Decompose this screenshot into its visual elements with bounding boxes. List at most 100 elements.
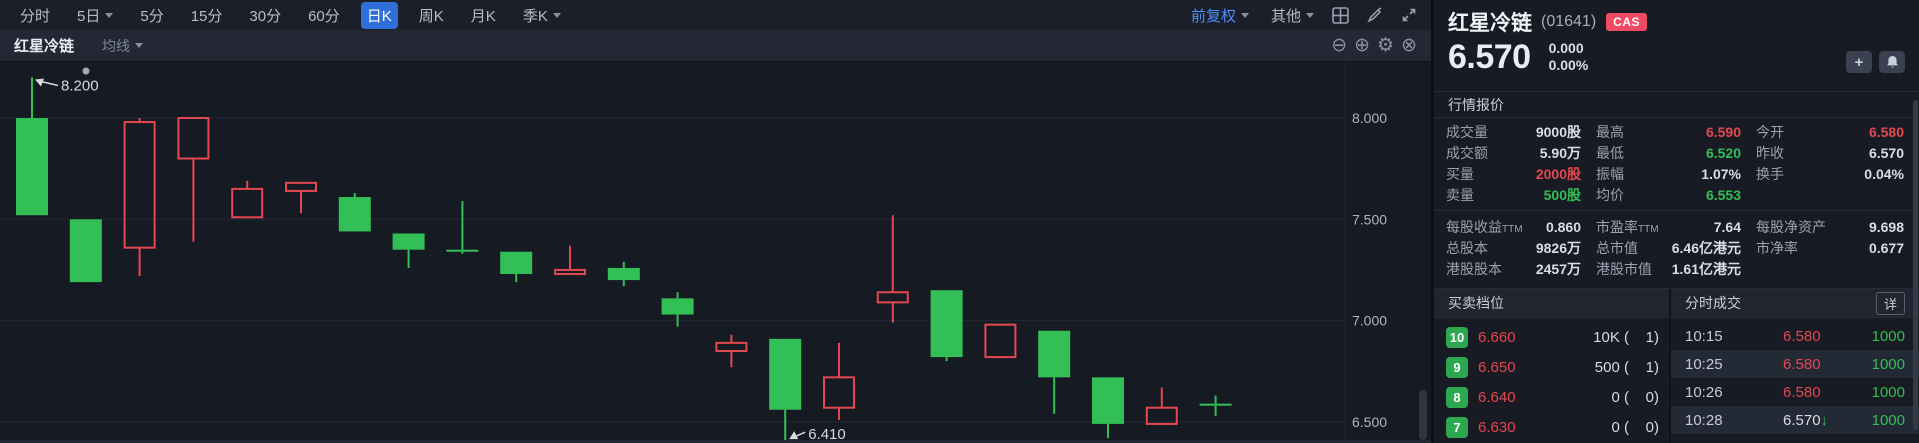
grid-layout-icon[interactable] [1332,6,1349,24]
other-label: 其他 [1270,7,1301,25]
tab-label: 15分 [190,7,223,25]
ma-indicator-dropdown[interactable]: 均线 [102,36,144,56]
zoom-out-icon[interactable]: ⊖ [1331,35,1348,56]
quote-label: 买量 [1446,165,1474,182]
tab-label: 5日 [77,7,101,25]
close-chart-icon[interactable]: ⊗ [1401,35,1417,56]
trade-row[interactable]: 10:26 6.580 1000 [1671,378,1919,406]
chart-controls: ⊖ ⊕ ⚙ ⊗ [1331,36,1417,55]
quote-row: 每股收益TTM 0.860 市盈率TTM 7.64 每股净资产 9.698 [1434,216,1919,237]
quote-label: 成交量 [1446,123,1488,140]
quote-cell: 均价 6.553 [1584,185,1744,205]
orderbook-row[interactable]: 7 6.630 0 ( 0) [1434,412,1669,442]
candlestick-canvas[interactable]: 8.000 7.500 7.000 6.500 8.200 6.410 [0,62,1431,443]
add-to-watchlist-button[interactable]: + [1846,51,1872,73]
candle-body-down [500,251,533,275]
toolbar-right: 前复权 其他 [1169,5,1417,26]
price-alert-button[interactable] [1879,51,1905,73]
orderbook-list[interactable]: 10 6.660 10K ( 1) 9 6.650 500 ( 1) 8 6.640 0 ( 0… [1434,318,1671,443]
tab-5日[interactable]: 5日 [71,2,119,29]
trade-row[interactable]: 10:28 6.570↓ 1000 [1671,406,1919,434]
trade-volume: 1000 [1871,383,1905,401]
orderbook-row[interactable]: 9 6.650 500 ( 1) [1434,352,1669,382]
orderbook-title: 买卖档位 [1434,289,1671,317]
quote-panel: 红星冷链 (01641) CAS 6.570 0.000 0.00% + 行情报… [1431,0,1919,443]
chevron-down-icon [1240,12,1249,18]
quote-cell: 港股市值 1.61亿港元 [1584,259,1744,279]
trade-row[interactable]: 10:15 6.580 1000 [1671,322,1919,350]
quote-label: 振幅 [1596,165,1624,182]
chevron-down-icon [552,12,561,18]
quote-value: 2457万 [1535,260,1581,277]
quote-value: 6.580 [1868,123,1904,140]
down-arrow-icon: ↓ [1820,411,1829,429]
quote-value: 6.590 [1705,123,1741,140]
tab-label: 5分 [140,7,164,25]
fullscreen-icon[interactable] [1401,7,1417,23]
candle-body-down [607,267,640,281]
tab-30分[interactable]: 30分 [243,2,287,29]
candle-body-down [769,338,802,410]
quote-row: 卖量 500股 均价 6.553 [1434,184,1919,205]
orderbook-row[interactable]: 8 6.640 0 ( 0) [1434,382,1669,412]
trade-volume: 1000 [1871,355,1905,373]
quote-value: 500股 [1543,186,1581,203]
ask-level-badge: 9 [1446,356,1468,378]
quote-cell: 总股本 9826万 [1434,238,1584,258]
ask-quantity: 500 ( 1) [1594,358,1659,376]
stock-name: 红星冷链 [1448,12,1532,35]
trades-detail-button[interactable]: 详 [1875,291,1905,315]
quote-label: 今开 [1756,123,1784,140]
tab-15分[interactable]: 15分 [185,2,229,29]
tab-季K[interactable]: 季K [517,2,567,29]
quote-value: 2000股 [1535,165,1581,182]
trade-row[interactable]: 10:25 6.580 1000 [1671,350,1919,378]
candle-body-down [16,118,48,216]
plus-icon: + [1854,53,1864,71]
quote-cell: 卖量 500股 [1434,185,1584,205]
tab-月K[interactable]: 月K [465,2,502,29]
tab-60分[interactable]: 60分 [302,2,346,29]
lower-lists: 10 6.660 10K ( 1) 9 6.650 500 ( 1) 8 6.640 0 ( 0… [1434,318,1919,443]
quote-value: 6.553 [1705,186,1741,203]
quote-cell: 成交量 9000股 [1434,122,1584,142]
draw-tool-icon[interactable] [1367,7,1383,23]
chart-scrollbar[interactable] [1419,390,1427,440]
candle-body-up [554,268,586,276]
quote-value: 9.698 [1868,218,1904,235]
ask-quantity: 0 ( 0) [1611,388,1659,406]
quote-value: 0.677 [1868,239,1904,256]
quote-label: 成交额 [1446,144,1488,161]
tab-分时[interactable]: 分时 [14,2,56,29]
ask-level-badge: 10 [1446,326,1468,348]
quote-label: 每股收益TTM [1446,218,1523,235]
candle-body-up [823,376,855,409]
trade-time: 10:28 [1685,411,1723,429]
candle-body-up [715,341,748,352]
tab-label: 60分 [308,7,340,25]
quote-value: 5.90万 [1539,144,1581,161]
quote-grid-bottom: 每股收益TTM 0.860 市盈率TTM 7.64 每股净资产 9.698 总股本 9826万… [1434,210,1919,284]
tab-label: 分时 [20,7,51,25]
orderbook-row[interactable]: 10 6.660 10K ( 1) [1434,322,1669,352]
other-dropdown[interactable]: 其他 [1271,5,1314,26]
adjust-mode-dropdown[interactable]: 前复权 [1191,5,1249,26]
period-tabs: 分时 5日 5分 15分 30分 60分 日K 周K 月K 季K [14,1,582,29]
quote-value: 1.07% [1701,165,1741,182]
period-toolbar: 分时 5日 5分 15分 30分 60分 日K 周K 月K 季K 前复权 其他 [0,0,1431,30]
chart-settings-icon[interactable]: ⚙ [1377,35,1395,56]
tab-5分[interactable]: 5分 [134,2,169,29]
panel-scrollbar[interactable] [1913,100,1918,430]
quote-label: 市盈率TTM [1596,218,1659,235]
quote-label: 港股市值 [1596,260,1652,277]
tab-日K[interactable]: 日K [360,1,398,29]
quote-row: 港股股本 2457万 港股市值 1.61亿港元 [1434,258,1919,279]
candlestick-chart[interactable]: 8.000 7.500 7.000 6.500 8.200 6.410 [0,62,1431,443]
zoom-in-icon[interactable]: ⊕ [1354,35,1371,56]
tab-label: 季K [522,7,548,25]
tab-周K[interactable]: 周K [413,2,450,29]
trades-list[interactable]: 10:15 6.580 1000 10:25 6.580 1000 10:26 6.580 10… [1671,318,1919,443]
quote-cell: 昨收 6.570 [1744,143,1919,163]
quote-section-title: 行情报价 [1434,92,1919,118]
arrowhead [35,78,44,87]
